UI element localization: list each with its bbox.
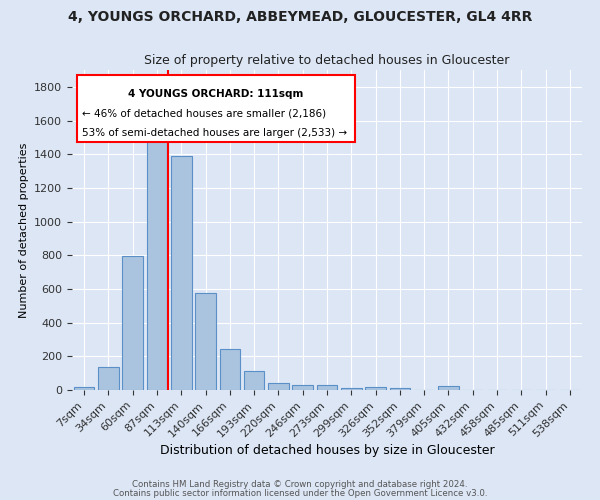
Title: Size of property relative to detached houses in Gloucester: Size of property relative to detached ho… xyxy=(145,54,509,68)
Text: 4, YOUNGS ORCHARD, ABBEYMEAD, GLOUCESTER, GL4 4RR: 4, YOUNGS ORCHARD, ABBEYMEAD, GLOUCESTER… xyxy=(68,10,532,24)
Bar xyxy=(268,383,289,390)
Text: ← 46% of detached houses are smaller (2,186): ← 46% of detached houses are smaller (2,… xyxy=(82,109,326,119)
Text: Contains HM Land Registry data © Crown copyright and database right 2024.: Contains HM Land Registry data © Crown c… xyxy=(132,480,468,489)
Bar xyxy=(365,387,386,390)
Bar xyxy=(438,386,459,390)
Bar xyxy=(171,156,191,390)
Text: Contains public sector information licensed under the Open Government Licence v3: Contains public sector information licen… xyxy=(113,489,487,498)
FancyBboxPatch shape xyxy=(77,75,355,142)
Bar xyxy=(317,386,337,390)
Bar xyxy=(341,388,362,390)
Text: 53% of semi-detached houses are larger (2,533) →: 53% of semi-detached houses are larger (… xyxy=(82,128,347,138)
Bar xyxy=(389,388,410,390)
Bar xyxy=(195,293,216,390)
Bar xyxy=(244,370,265,390)
Bar xyxy=(292,386,313,390)
Y-axis label: Number of detached properties: Number of detached properties xyxy=(19,142,29,318)
Text: 4 YOUNGS ORCHARD: 111sqm: 4 YOUNGS ORCHARD: 111sqm xyxy=(128,88,304,99)
X-axis label: Distribution of detached houses by size in Gloucester: Distribution of detached houses by size … xyxy=(160,444,494,458)
Bar xyxy=(98,367,119,390)
Bar xyxy=(220,348,240,390)
Bar xyxy=(74,388,94,390)
Bar xyxy=(122,256,143,390)
Bar xyxy=(146,142,167,390)
